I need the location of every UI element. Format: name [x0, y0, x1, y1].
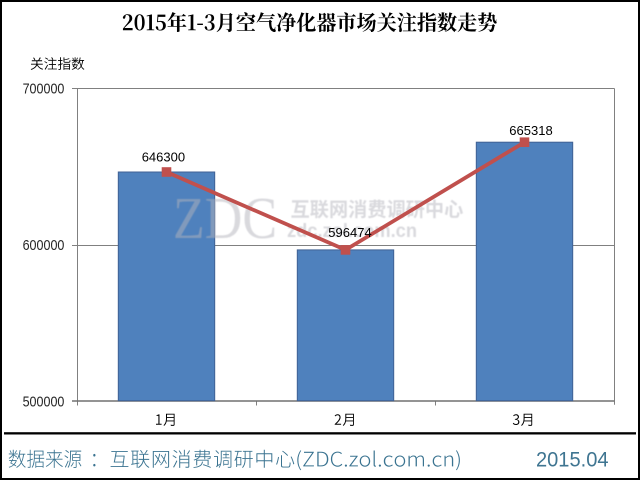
svg-text:2015.04: 2015.04 [536, 448, 609, 472]
svg-text:ZDC: ZDC [173, 185, 277, 251]
svg-text:600000: 600000 [23, 238, 65, 254]
svg-text:665318: 665318 [509, 123, 552, 138]
svg-text:596474: 596474 [328, 225, 371, 240]
svg-text:646300: 646300 [142, 149, 185, 164]
svg-text:500000: 500000 [23, 394, 65, 410]
svg-text:700000: 700000 [23, 81, 65, 97]
